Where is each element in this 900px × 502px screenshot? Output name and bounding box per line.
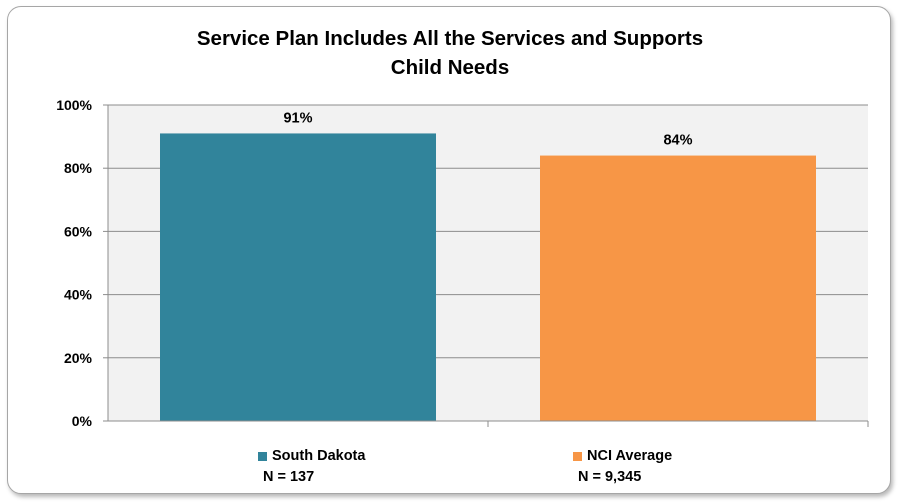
- data-label: 91%: [283, 110, 312, 126]
- bar: [540, 155, 816, 421]
- legend-item-south-dakota: South Dakota N = 137: [258, 446, 365, 488]
- chart-title-line-1: Service Plan Includes All the Services a…: [196, 27, 704, 50]
- legend-item-nci-average: NCI Average N = 9,345: [573, 446, 672, 488]
- y-tick-label: 60%: [64, 223, 93, 239]
- legend-swatch-south-dakota: [258, 452, 267, 461]
- y-tick-label: 20%: [64, 350, 93, 366]
- legend-label-south-dakota: South Dakota: [272, 448, 366, 464]
- y-tick-label: 100%: [56, 97, 92, 113]
- y-tick-label: 0%: [72, 413, 93, 429]
- data-label: 84%: [663, 133, 692, 149]
- chart-title-line-2: Child Needs: [390, 56, 510, 79]
- legend-swatch-nci-average: [573, 452, 582, 461]
- legend-n-nci-average: N = 9,345: [578, 469, 642, 485]
- y-tick-label: 40%: [64, 287, 93, 303]
- legend-n-south-dakota: N = 137: [263, 469, 315, 485]
- legend-label-nci-average: NCI Average: [587, 448, 673, 464]
- chart-title: Service Plan Includes All the Services a…: [0, 24, 900, 82]
- bar: [160, 133, 436, 421]
- y-tick-label: 80%: [64, 160, 93, 176]
